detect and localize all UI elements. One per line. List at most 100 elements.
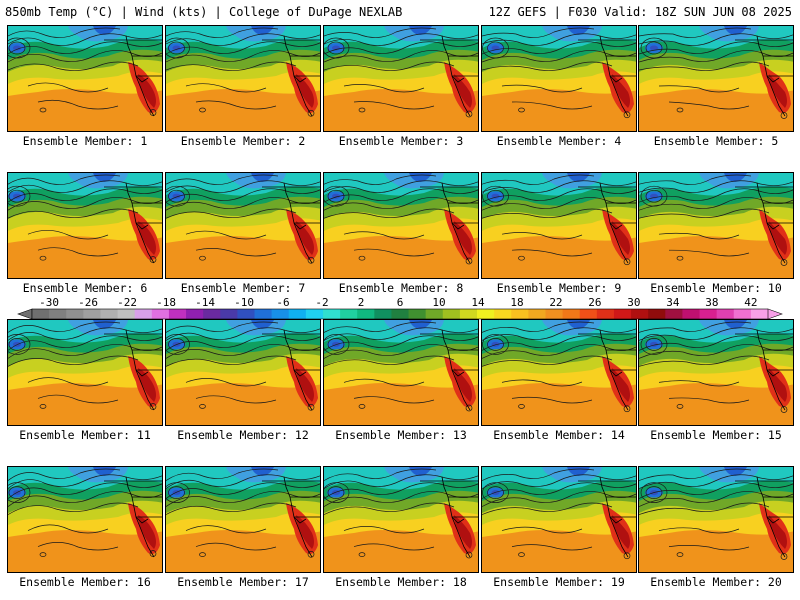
colorbar-swatch <box>305 309 324 319</box>
colorbar-swatch <box>117 309 136 319</box>
panel-label: Ensemble Member: 6 <box>22 281 148 295</box>
temperature-map <box>166 467 320 572</box>
ensemble-map-panel <box>7 319 163 426</box>
panel-label: Ensemble Member: 14 <box>493 428 625 442</box>
panel-label: Ensemble Member: 4 <box>496 134 622 148</box>
colorbar-border <box>31 308 769 320</box>
colorbar-swatch <box>716 309 735 319</box>
colorbar-swatch <box>613 309 632 319</box>
ensemble-map-panel <box>481 172 637 279</box>
temperature-map <box>166 26 320 131</box>
colorbar-swatch <box>32 309 50 319</box>
temperature-map <box>482 467 636 572</box>
colorbar-tick-label: -6 <box>276 296 289 309</box>
panel-label: Ensemble Member: 11 <box>19 428 151 442</box>
colorbar-swatch <box>83 309 101 319</box>
colorbar-swatch <box>374 309 392 319</box>
colorbar-tick-label: 34 <box>666 296 680 309</box>
colorbar-swatch <box>66 309 84 319</box>
ensemble-map-panel <box>481 319 637 426</box>
colorbar-tick-label: 30 <box>627 296 640 309</box>
colorbar-swatch <box>545 309 564 319</box>
run-valid-time: 12Z GEFS | F030 Valid: 18Z SUN JUN 08 20… <box>488 5 792 19</box>
colorbar-swatch <box>391 309 410 319</box>
temperature-map <box>639 320 793 425</box>
colorbar-swatch <box>168 309 187 319</box>
panel-label: Ensemble Member: 15 <box>650 428 782 442</box>
temperature-map <box>166 320 320 425</box>
temperature-map <box>324 26 478 131</box>
temperature-map <box>482 320 636 425</box>
temperature-map <box>482 26 636 131</box>
ensemble-map-panel <box>323 319 479 426</box>
ensemble-map-panel <box>638 319 794 426</box>
colorbar-swatch <box>579 309 598 319</box>
colorbar-swatch <box>682 309 701 319</box>
colorbar-tick-label: -18 <box>156 296 176 309</box>
temperature-map <box>8 467 162 572</box>
panel-label: Ensemble Member: 19 <box>493 575 625 589</box>
ensemble-map-panel <box>638 466 794 573</box>
panel-label: Ensemble Member: 5 <box>653 134 779 148</box>
temperature-map <box>8 26 162 131</box>
colorbar-swatch <box>494 309 512 319</box>
colorbar-swatch <box>203 309 221 319</box>
colorbar-tick-label: 10 <box>432 296 445 309</box>
temperature-map <box>639 26 793 131</box>
panel-label: Ensemble Member: 16 <box>19 575 151 589</box>
panel-label: Ensemble Member: 20 <box>650 575 782 589</box>
colorbar-tick-label: 2 <box>358 296 365 309</box>
colorbar-tick-label: -30 <box>39 296 59 309</box>
colorbar-swatch <box>631 309 649 319</box>
colorbar-swatch <box>288 309 307 319</box>
colorbar-tick-label: -2 <box>315 296 328 309</box>
colorbar-swatch <box>340 309 358 319</box>
colorbar-swatch <box>750 309 769 319</box>
colorbar-swatch <box>151 309 170 319</box>
panel-label: Ensemble Member: 2 <box>180 134 306 148</box>
panel-label: Ensemble Member: 7 <box>180 281 306 295</box>
colorbar-swatch <box>442 309 461 319</box>
ensemble-map-panel <box>7 466 163 573</box>
ensemble-map-panel <box>323 466 479 573</box>
colorbar-swatch <box>237 309 256 319</box>
colorbar-swatch <box>186 309 204 319</box>
chart-title: 850mb Temp (°C) | Wind (kts) | College o… <box>5 5 403 19</box>
colorbar-tick-label: -14 <box>195 296 215 309</box>
colorbar-swatch <box>254 309 273 319</box>
ensemble-map-panel <box>638 25 794 132</box>
temperature-map <box>8 320 162 425</box>
colorbar-swatch <box>665 309 683 319</box>
panel-label: Ensemble Member: 10 <box>650 281 782 295</box>
panel-label: Ensemble Member: 18 <box>335 575 467 589</box>
panel-label: Ensemble Member: 1 <box>22 134 148 148</box>
colorbar-swatch <box>648 309 666 319</box>
panel-label: Ensemble Member: 8 <box>338 281 464 295</box>
colorbar-swatch <box>459 309 478 319</box>
colorbar-tick-label: -22 <box>117 296 137 309</box>
panel-label: Ensemble Member: 12 <box>177 428 309 442</box>
colorbar-swatch <box>562 309 581 319</box>
temperature-colorbar: -30 -26 -22 -18 -14 -10 -6 -2 2 6 10 14 18 22 26 30 34 38… <box>10 296 790 320</box>
colorbar-swatch <box>511 309 529 319</box>
ensemble-map-panel <box>481 466 637 573</box>
temperature-map <box>166 173 320 278</box>
colorbar-tick-label: 38 <box>705 296 718 309</box>
temperature-map <box>324 320 478 425</box>
colorbar-swatch <box>596 309 615 319</box>
panel-label: Ensemble Member: 17 <box>177 575 309 589</box>
colorbar-min-arrow <box>17 308 33 320</box>
colorbar-tick-label: 22 <box>549 296 562 309</box>
panel-label: Ensemble Member: 3 <box>338 134 464 148</box>
ensemble-map-panel <box>638 172 794 279</box>
colorbar-swatch <box>271 309 290 319</box>
colorbar-swatch <box>322 309 341 319</box>
colorbar-swatch <box>528 309 546 319</box>
temperature-map <box>324 173 478 278</box>
colorbar-tick-label: -10 <box>234 296 254 309</box>
ensemble-map-panel <box>165 25 321 132</box>
temperature-map <box>639 173 793 278</box>
colorbar-swatch <box>733 309 752 319</box>
colorbar-max-arrow <box>767 308 783 320</box>
colorbar-swatch <box>100 309 119 319</box>
